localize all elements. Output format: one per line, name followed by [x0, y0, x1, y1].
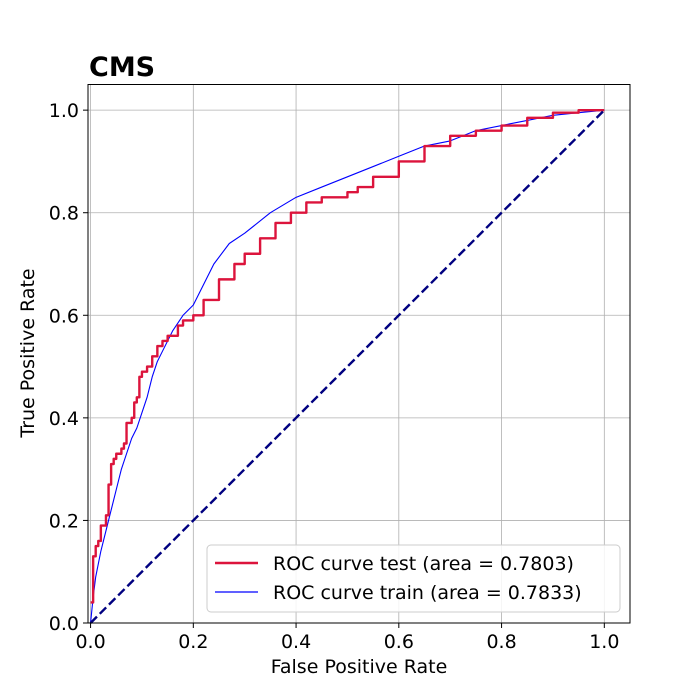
x-tick-label: 0.8: [486, 631, 516, 653]
y-tick-label: 0.6: [49, 305, 79, 327]
chance-diagonal-line: [89, 109, 606, 624]
grid: [88, 84, 630, 624]
chart-title: CMS: [89, 52, 155, 83]
y-tick-label: 0.0: [49, 613, 79, 635]
y-tick-label: 0.8: [49, 203, 79, 225]
tick-labels: 0.0 0.2 0.4 0.6 0.8 1.0 0.0 0.2 0.4 0.6 0.8 1.0: [49, 100, 620, 653]
y-axis-label: True Positive Rate: [17, 268, 39, 438]
x-tick-label: 0.0: [75, 631, 105, 653]
x-axis-label: False Positive Rate: [271, 656, 448, 678]
plot-frame: [87, 84, 631, 624]
x-tick-label: 0.6: [384, 631, 414, 653]
y-tick-label: 0.4: [49, 408, 79, 430]
x-tick-label: 1.0: [589, 631, 619, 653]
legend-label-test: ROC curve test (area = 0.7803): [273, 553, 574, 575]
y-tick-label: 1.0: [49, 100, 79, 122]
legend-label-train: ROC curve train (area = 0.7833): [273, 582, 582, 604]
ticks: [83, 109, 605, 628]
series-layer: [89, 108, 606, 624]
legend: ROC curve test (area = 0.7803) ROC curve…: [206, 544, 621, 613]
x-tick-label: 0.4: [281, 631, 311, 653]
x-tick-label: 0.2: [178, 631, 208, 653]
roc-test-line: [90, 108, 605, 604]
legend-box: [206, 544, 621, 613]
y-tick-label: 0.2: [49, 510, 79, 532]
